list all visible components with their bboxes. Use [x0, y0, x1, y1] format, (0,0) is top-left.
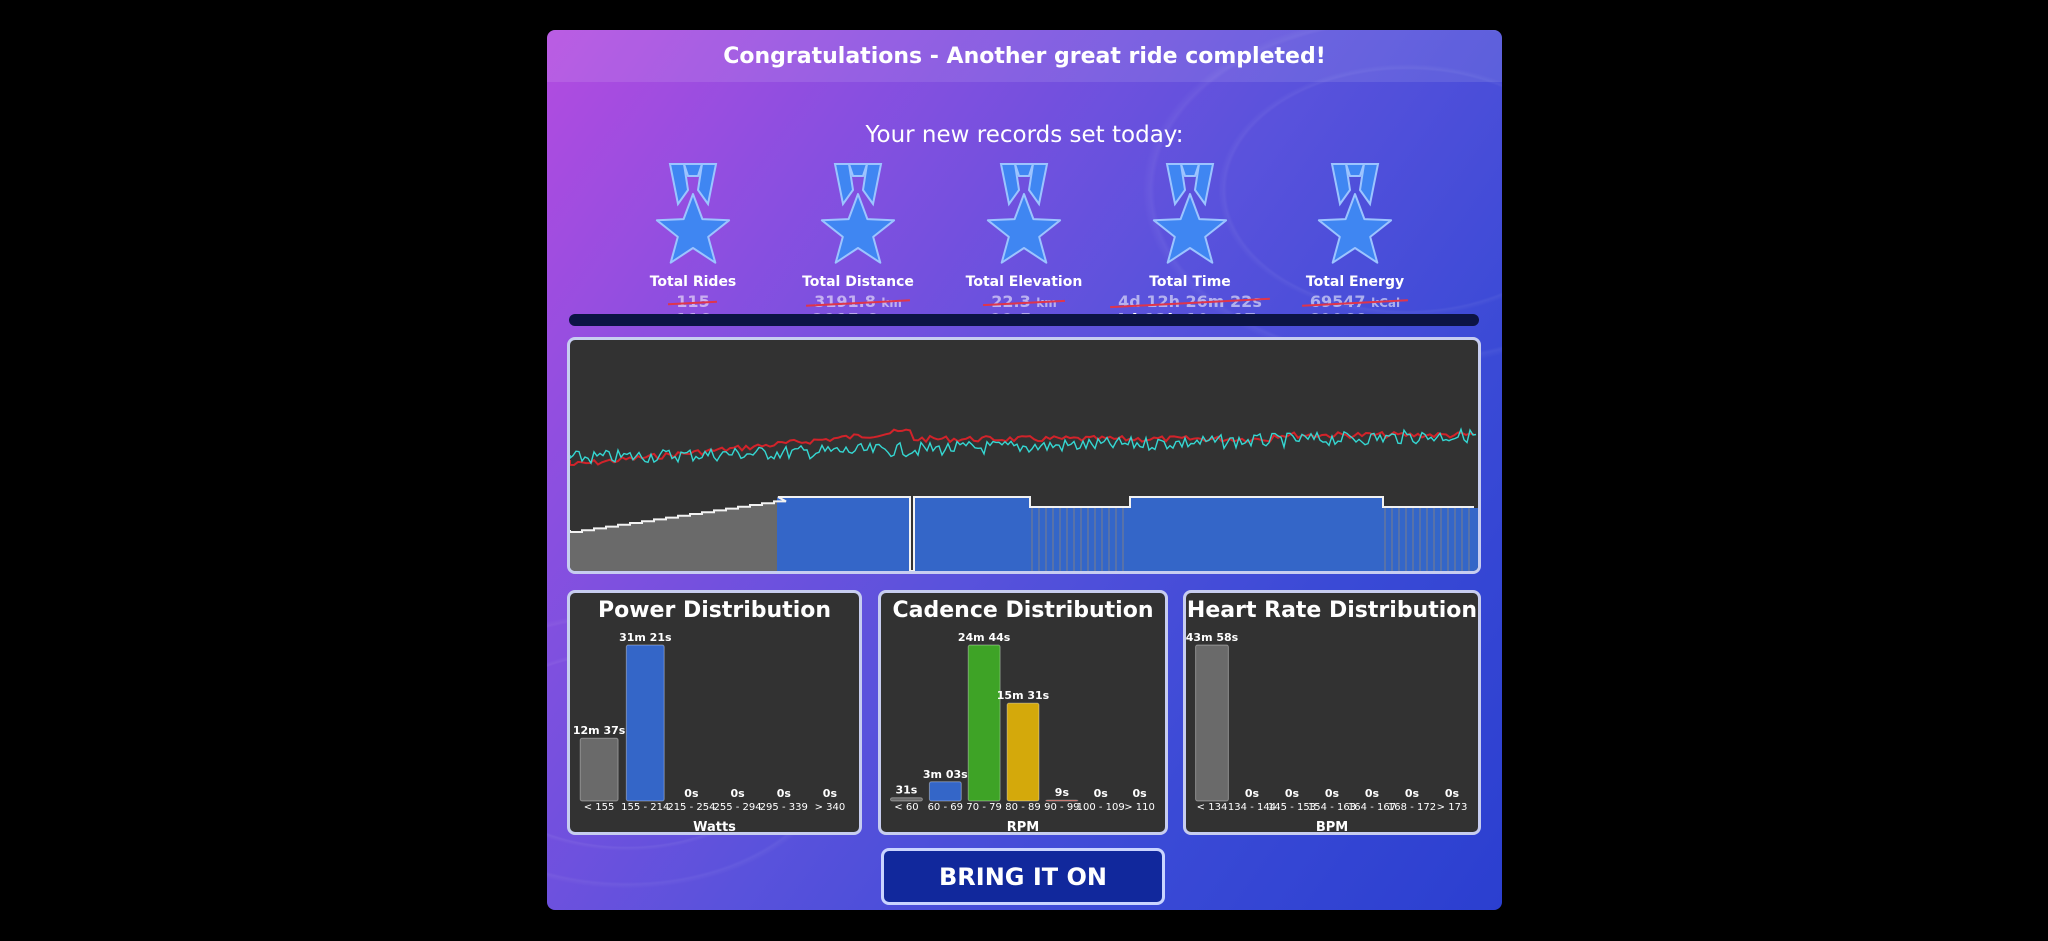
power-distribution-plot: 12m 37s 31m 21s 0s 0s 0s 0s — [573, 631, 838, 802]
axis-tick-label: > 173 — [1436, 802, 1468, 813]
records-title: Your new records set today: — [865, 122, 1184, 148]
axis-tick-label: 60 - 69 — [927, 802, 963, 813]
target-block — [1130, 498, 1383, 571]
bar-value-label: 43m 58s — [1186, 631, 1239, 644]
bar-value-label: 0s — [1132, 787, 1147, 800]
bar-value-label: 24m 44s — [958, 631, 1011, 644]
bar-value-label: 12m 37s — [573, 724, 626, 737]
axis-tick-label: < 60 — [894, 802, 919, 813]
target-block — [777, 498, 910, 571]
bar-value-label: 0s — [730, 787, 745, 800]
cadence-line — [570, 427, 1477, 465]
bar-value-label: 0s — [1245, 787, 1260, 800]
record-label: Total Time — [1149, 274, 1231, 290]
axis-tick-label: 100 - 109 — [1076, 802, 1125, 813]
axis-tick-label: 155 - 214 — [621, 802, 670, 813]
bar-value-label: 0s — [823, 787, 838, 800]
record-total-energy: Total Energy 69547 kCal 69968 kCal — [1275, 160, 1435, 331]
ride-summary-panel: Congratulations - Another great ride com… — [547, 30, 1502, 910]
axis-tick-label: < 155 — [583, 802, 615, 813]
record-total-rides: Total Rides 115 116 — [613, 160, 773, 331]
medal-star-icon — [986, 163, 1062, 264]
medal-star-icon — [1317, 163, 1393, 264]
cadence-distribution-title: Cadence Distribution — [892, 598, 1154, 623]
ride-graph-plot — [570, 427, 1478, 571]
distribution-bar — [579, 737, 619, 802]
bar-value-label: 0s — [1365, 787, 1380, 800]
heart-rate-distribution-plot: 43m 58s 0s 0s 0s 0s 0s 0s — [1186, 631, 1460, 802]
record-label: Total Energy — [1305, 274, 1405, 290]
record-label: Total Rides — [649, 274, 737, 290]
header-title: Congratulations - Another great ride com… — [723, 43, 1326, 69]
record-total-time: Total Time 4d 12h 26m 22s 4d 13h 10m 17s — [1110, 160, 1270, 331]
power-line — [570, 428, 1475, 467]
record-total-distance: Total Distance 3191.8 km 3215.6 km — [778, 160, 938, 331]
bring-it-on-button[interactable]: BRING IT ON — [881, 848, 1165, 905]
ride-graph — [567, 337, 1481, 574]
bar-value-label: 0s — [777, 787, 792, 800]
axis-tick-label: 134 - 144 — [1227, 802, 1277, 813]
bar-value-label: 0s — [1285, 787, 1300, 800]
progress-track — [569, 314, 1479, 326]
congratulations-header: Congratulations - Another great ride com… — [547, 30, 1502, 82]
axis-unit-label: BPM — [1315, 820, 1349, 835]
bar-value-label: 31m 21s — [619, 631, 672, 644]
heart-rate-distribution-panel: Heart Rate Distribution 43m 58s 0s 0s 0s 0s 0… — [1183, 590, 1481, 835]
record-label: Total Distance — [802, 274, 914, 290]
axis-tick-label: 80 - 89 — [1005, 802, 1041, 813]
target-outline — [570, 496, 1474, 571]
record-old-value: 3191.8 km — [814, 292, 902, 311]
warmup-block — [570, 501, 786, 571]
axis-unit-label: Watts — [693, 820, 736, 835]
record-old-value: 115 — [676, 292, 710, 311]
record-old-value: 22.3 km — [991, 292, 1057, 311]
axis-tick-label: 164 - 167 — [1347, 802, 1397, 813]
record-old-value: 4d 12h 26m 22s — [1118, 292, 1262, 311]
distribution-bar — [625, 644, 665, 802]
axis-tick-label: 168 - 172 — [1387, 802, 1437, 813]
distribution-bar — [890, 797, 923, 802]
distribution-bar — [967, 644, 1001, 802]
bar-value-label: 0s — [1094, 787, 1109, 800]
cadence-distribution-panel: Cadence Distribution 31s 3m 03s 24m 44s 15m… — [878, 590, 1168, 835]
cadence-distribution-plot: 31s 3m 03s 24m 44s 15m 31s 9s 0s 0s — [890, 631, 1147, 802]
record-total-elevation: Total Elevation 22.3 km 22.5 km — [944, 160, 1104, 331]
axis-tick-label: < 134 — [1196, 802, 1228, 813]
medal-star-icon — [820, 163, 896, 264]
axis-tick-label: 255 - 294 — [713, 802, 762, 813]
bar-value-label: 0s — [684, 787, 699, 800]
bar-value-label: 15m 31s — [997, 689, 1050, 702]
power-distribution-title: Power Distribution — [597, 598, 832, 623]
bring-it-on-label: BRING IT ON — [939, 862, 1107, 891]
axis-tick-label: 145 - 153 — [1267, 802, 1317, 813]
record-old-value: 69547 kCal — [1309, 292, 1401, 311]
medal-star-icon — [655, 163, 731, 264]
axis-tick-label: 90 - 99 — [1044, 802, 1080, 813]
axis-tick-label: > 340 — [814, 802, 846, 813]
heart-rate-distribution-title: Heart Rate Distribution — [1186, 598, 1478, 623]
axis-tick-label: 70 - 79 — [966, 802, 1002, 813]
axis-tick-label: 295 - 339 — [759, 802, 808, 813]
distribution-bar — [928, 781, 962, 802]
bar-value-label: 31s — [895, 784, 917, 797]
record-label: Total Elevation — [965, 274, 1083, 290]
axis-tick-label: > 110 — [1124, 802, 1155, 813]
bar-value-label: 0s — [1445, 787, 1460, 800]
axis-tick-label: 215 - 254 — [667, 802, 716, 813]
power-distribution-panel: Power Distribution 12m 37s 31m 21s 0s 0s 0s 0… — [567, 590, 862, 835]
target-block — [1383, 508, 1478, 571]
bar-value-label: 3m 03s — [923, 768, 968, 781]
target-block — [914, 498, 1030, 571]
bar-value-label: 0s — [1325, 787, 1340, 800]
medal-star-icon — [1152, 163, 1228, 264]
axis-unit-label: RPM — [1006, 820, 1040, 835]
distribution-bar — [1195, 644, 1229, 802]
axis-tick-label: 154 - 163 — [1307, 802, 1357, 813]
bar-value-label: 0s — [1405, 787, 1420, 800]
distribution-bar — [1045, 799, 1079, 802]
bar-value-label: 9s — [1055, 786, 1070, 799]
target-block — [1030, 508, 1130, 571]
distribution-bar — [1006, 702, 1040, 802]
